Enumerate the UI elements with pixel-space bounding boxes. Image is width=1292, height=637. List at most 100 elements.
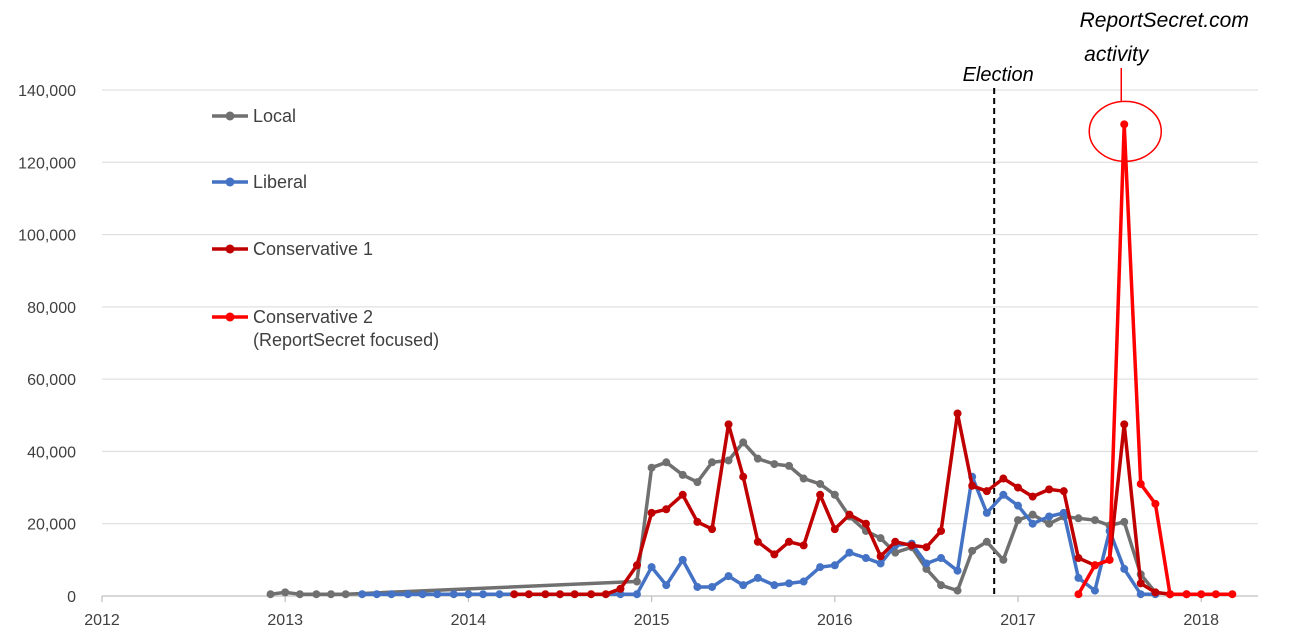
- data-point: [982, 537, 991, 546]
- data-point: [616, 584, 625, 593]
- data-point: [816, 490, 825, 499]
- data-point: [784, 461, 793, 470]
- data-point: [1136, 579, 1145, 588]
- data-point: [922, 543, 931, 552]
- legend-label: Local: [253, 106, 296, 126]
- data-point: [999, 490, 1008, 499]
- data-point: [799, 474, 808, 483]
- data-point: [1090, 586, 1099, 595]
- data-point: [845, 510, 854, 519]
- data-point: [968, 546, 977, 555]
- data-point: [845, 548, 854, 557]
- data-point: [1120, 517, 1129, 526]
- data-point: [724, 420, 733, 429]
- data-point: [312, 590, 321, 599]
- data-point: [861, 554, 870, 563]
- data-point: [876, 534, 885, 543]
- data-point: [433, 590, 442, 599]
- data-point: [770, 581, 779, 590]
- election-label: Election: [963, 64, 1034, 86]
- data-point: [678, 470, 687, 479]
- legend-label: Conservative 2: [253, 307, 373, 327]
- data-point: [708, 525, 717, 534]
- y-tick-label: 140,000: [18, 83, 76, 100]
- data-point: [570, 590, 579, 599]
- data-point: [1182, 590, 1191, 599]
- data-point: [1028, 510, 1037, 519]
- data-point: [387, 590, 396, 599]
- axis-layer: 0 20,000 40,000 60,000 80,000 100,000 120,000 1…: [18, 83, 1258, 629]
- data-point: [1120, 564, 1129, 573]
- annotation-layer: Election ReportSecret.com activity: [963, 9, 1249, 596]
- data-point: [1090, 516, 1099, 525]
- legend-swatch-marker: [225, 177, 235, 187]
- data-point: [1045, 485, 1054, 494]
- data-point: [937, 526, 946, 535]
- data-point: [647, 508, 656, 517]
- data-point: [555, 590, 564, 599]
- data-point: [281, 588, 290, 597]
- data-point: [1045, 519, 1054, 528]
- data-point: [326, 590, 335, 599]
- data-point: [693, 517, 702, 526]
- data-point: [953, 586, 962, 595]
- data-point: [372, 590, 381, 599]
- data-point: [876, 559, 885, 568]
- legend-swatch-marker: [225, 244, 235, 254]
- x-tick-label: 2013: [267, 612, 303, 629]
- data-point: [587, 590, 596, 599]
- data-point: [1166, 590, 1175, 599]
- data-point: [982, 508, 991, 517]
- data-point: [753, 454, 762, 463]
- data-point: [1228, 590, 1237, 599]
- data-point: [479, 590, 488, 599]
- data-point: [1151, 588, 1160, 597]
- data-point: [799, 541, 808, 550]
- data-point: [799, 577, 808, 586]
- data-point: [739, 581, 748, 590]
- data-point: [1211, 590, 1220, 599]
- peak-label-line2: activity: [1084, 43, 1150, 66]
- data-point: [632, 561, 641, 570]
- y-tick-label: 0: [67, 589, 76, 606]
- data-point: [784, 537, 793, 546]
- x-tick-label: 2017: [1000, 612, 1036, 629]
- data-point: [1074, 554, 1083, 563]
- data-point: [678, 555, 687, 564]
- data-point: [724, 456, 733, 465]
- y-tick-label: 80,000: [27, 300, 76, 317]
- data-point: [1120, 120, 1129, 129]
- data-point: [678, 490, 687, 499]
- y-tick-label: 120,000: [18, 155, 76, 172]
- x-tick-label: 2015: [634, 612, 670, 629]
- data-point: [632, 590, 641, 599]
- data-point: [708, 582, 717, 591]
- data-point: [753, 537, 762, 546]
- data-point: [982, 487, 991, 496]
- x-tick-label: 2016: [817, 612, 853, 629]
- legend-label: Liberal: [253, 172, 307, 192]
- data-point: [708, 458, 717, 467]
- data-point: [999, 474, 1008, 483]
- data-point: [968, 481, 977, 490]
- data-point: [647, 563, 656, 572]
- data-point: [953, 409, 962, 418]
- y-tick-label: 20,000: [27, 517, 76, 534]
- data-point: [876, 552, 885, 561]
- data-point: [341, 590, 350, 599]
- data-point: [1059, 508, 1068, 517]
- y-tick-label: 60,000: [27, 372, 76, 389]
- data-point: [1120, 420, 1129, 429]
- data-point: [662, 505, 671, 514]
- data-point: [266, 590, 275, 599]
- data-point: [418, 590, 427, 599]
- data-point: [816, 479, 825, 488]
- data-point: [524, 590, 533, 599]
- data-point: [403, 590, 412, 599]
- data-point: [1028, 519, 1037, 528]
- x-tick-label: 2014: [451, 612, 487, 629]
- data-point: [739, 438, 748, 447]
- data-point: [1074, 573, 1083, 582]
